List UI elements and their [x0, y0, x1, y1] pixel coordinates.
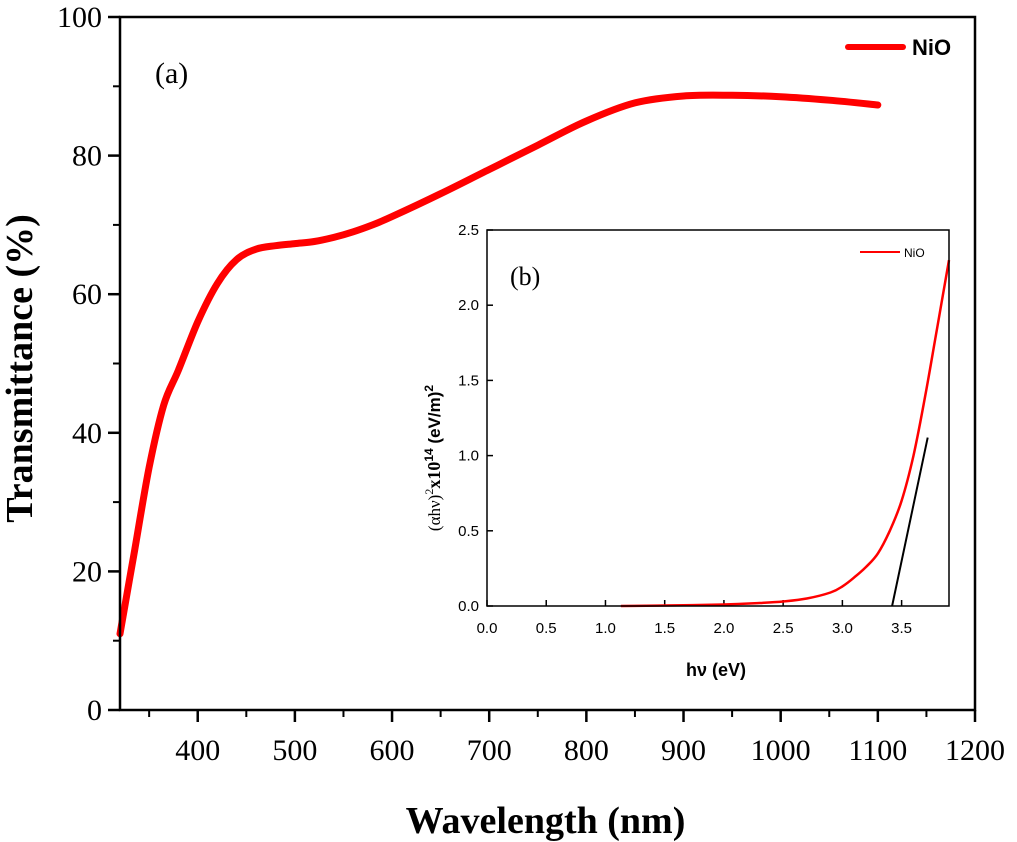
inset-legend-label-nio: NiO — [904, 246, 925, 260]
inset-ylabel-exp2: 14 — [422, 448, 436, 462]
inset-x-tick-label: 3.5 — [891, 620, 912, 637]
y-tick-label: 60 — [72, 278, 102, 311]
inset-ylabel-exp3: 2 — [422, 385, 436, 392]
x-tick-label: 1200 — [945, 734, 1005, 767]
inset-background — [487, 230, 949, 606]
x-tick-label: 400 — [175, 734, 220, 767]
x-tick-label: 500 — [272, 734, 317, 767]
inset-tick-labels: 0.0 0.5 1.0 1.5 2.0 2.5 3.0 3.5 0.0 0.5 1.0 1.5 2.0 2… — [458, 222, 912, 637]
inset-ylabel-exp1: 2 — [422, 489, 436, 495]
inset-x-tick-label: 1.5 — [654, 620, 675, 637]
x-tick-label: 1000 — [751, 734, 811, 767]
inset-plot-frame — [486, 229, 950, 607]
inset-y-tick-label: 2.5 — [458, 222, 479, 239]
inset-chart: 0.0 0.5 1.0 1.5 2.0 2.5 3.0 3.5 0.0 0.5 1.0 1.5 2.0 2… — [422, 222, 951, 680]
panel-label-b: (b) — [510, 262, 540, 291]
inset-y-tick-label: 2.0 — [458, 297, 479, 314]
inset-legend: NiO — [860, 246, 925, 260]
inset-x-tick-label: 0.5 — [536, 620, 557, 637]
y-tick-label: 40 — [72, 417, 102, 450]
inset-y-tick-label: 1.0 — [458, 448, 479, 465]
series-line-nio-transmittance — [116, 91, 882, 638]
tangent-fit-line — [891, 437, 929, 607]
y-tick-label: 0 — [87, 694, 102, 727]
x-axis-title: Wavelength (nm) — [406, 800, 686, 842]
inset-y-tick-label: 1.5 — [458, 372, 479, 389]
panel-label-a: (a) — [155, 57, 188, 90]
inset-x-tick-label: 2.5 — [773, 620, 794, 637]
inset-ylabel-unit: (eV/m) — [425, 392, 444, 449]
main-tick-labels: 400 500 600 700 800 900 1000 1100 1200 0 20 40 60 80 1… — [57, 1, 1005, 767]
inset-x-tick-label: 1.0 — [595, 620, 616, 637]
inset-ylabel-mid: x10 — [424, 462, 444, 489]
inset-y-tick-label: 0.0 — [458, 598, 479, 615]
x-tick-label: 900 — [661, 734, 706, 767]
inset-x-tick-label: 0.0 — [477, 620, 498, 637]
inset-x-tick-label: 3.0 — [832, 620, 853, 637]
y-axis-title: Transmittance (%) — [0, 214, 41, 523]
inset-y-axis-title: (αhν)2x1014 (eV/m)2 — [422, 385, 444, 531]
x-tick-label: 1100 — [848, 734, 907, 767]
y-tick-label: 20 — [72, 555, 102, 588]
inset-x-tick-label: 2.0 — [713, 620, 734, 637]
x-tick-label: 600 — [370, 734, 415, 767]
inset-y-tick-label: 0.5 — [458, 523, 479, 540]
y-tick-label: 80 — [72, 140, 102, 173]
inset-x-axis-title: hν (eV) — [686, 660, 746, 680]
legend-label-nio: NiO — [912, 35, 951, 60]
main-legend: NiO — [845, 35, 951, 60]
x-tick-label: 700 — [467, 734, 512, 767]
main-plot-frame — [118, 15, 977, 712]
y-tick-label: 100 — [57, 1, 102, 34]
series-line-nio-tauc — [620, 259, 951, 608]
x-tick-label: 800 — [564, 734, 609, 767]
inset-ylabel-main: (αhν) — [425, 495, 444, 531]
